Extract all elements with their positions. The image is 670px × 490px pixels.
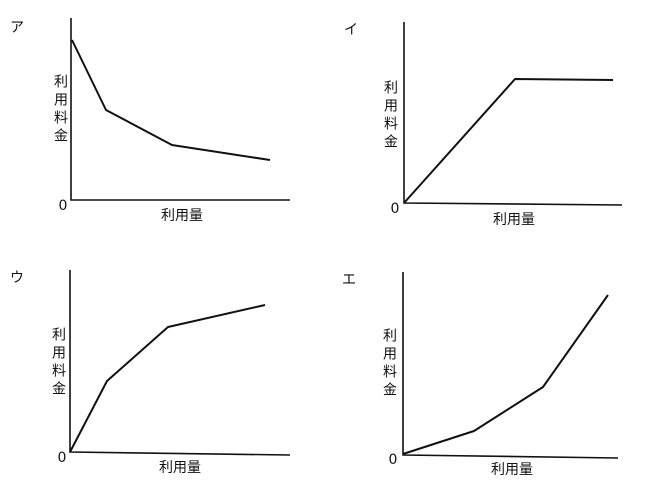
x-axis-label: 利用量 bbox=[493, 212, 535, 228]
y-axis-label: 利用料金 bbox=[382, 80, 398, 152]
panel: ア 利用料金 利用量 0 bbox=[10, 18, 290, 224]
y-axis-label: 利用料金 bbox=[381, 328, 397, 400]
y-axis-label: 利用料金 bbox=[52, 74, 68, 146]
curve bbox=[71, 39, 271, 161]
origin-label: 0 bbox=[389, 452, 398, 468]
curve bbox=[402, 294, 609, 455]
y-axis-label: 利用料金 bbox=[50, 327, 66, 399]
axes bbox=[403, 22, 623, 206]
panel-label: エ bbox=[342, 272, 356, 288]
panel: ウ 利用料金 利用量 0 bbox=[10, 270, 291, 476]
curve bbox=[403, 78, 614, 204]
panel-label: イ bbox=[344, 22, 358, 38]
x-axis-label: 利用量 bbox=[491, 462, 533, 478]
panel-label: ア bbox=[10, 20, 24, 36]
origin-label: 0 bbox=[391, 201, 400, 217]
axes bbox=[402, 272, 619, 459]
x-axis-label: 利用量 bbox=[161, 208, 203, 224]
axes bbox=[69, 270, 291, 456]
panel: エ 利用料金 利用量 0 bbox=[342, 272, 619, 478]
x-axis-label: 利用量 bbox=[159, 460, 201, 476]
panel-label: ウ bbox=[10, 270, 24, 286]
axes bbox=[70, 18, 290, 201]
origin-label: 0 bbox=[59, 198, 68, 214]
curve bbox=[69, 304, 266, 453]
panel: イ 利用料金 利用量 0 bbox=[344, 22, 623, 228]
origin-label: 0 bbox=[58, 450, 67, 466]
